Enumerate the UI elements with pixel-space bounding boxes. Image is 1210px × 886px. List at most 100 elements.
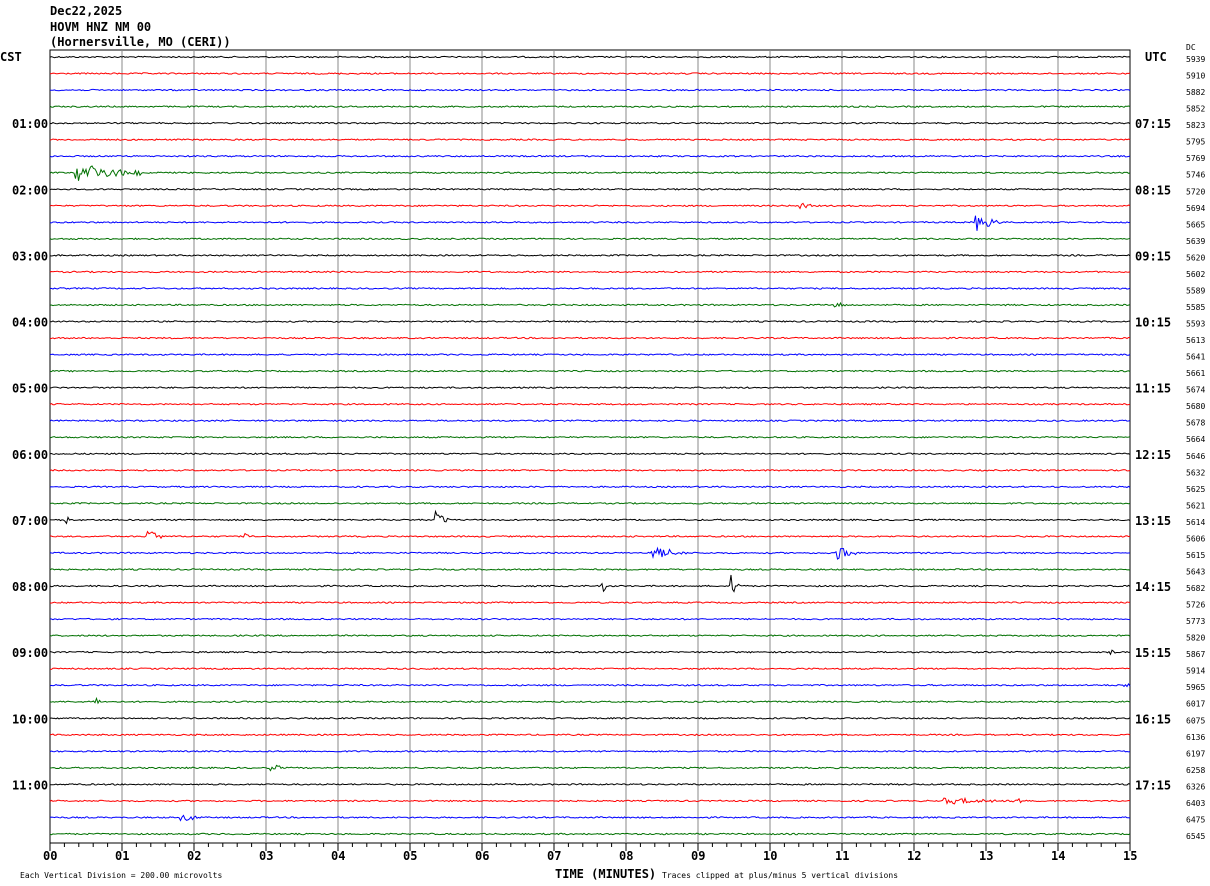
- location-label: (Hornersville, MO (CERI)): [50, 35, 231, 49]
- seismic-trace: [49, 716, 1131, 720]
- seismic-trace: [50, 88, 1131, 92]
- seismic-trace: [49, 121, 1131, 125]
- cst-time-label: 04:00: [12, 316, 48, 330]
- cst-time-label: 03:00: [12, 249, 48, 263]
- utc-time-label: 14:15: [1135, 580, 1171, 594]
- cst-time-label: 06:00: [12, 448, 48, 462]
- utc-time-label: 13:15: [1135, 514, 1171, 528]
- seismic-trace: [49, 154, 1131, 158]
- scale-note: Each Vertical Division = 200.00 microvol…: [20, 871, 222, 880]
- dc-offset-label: 5639: [1186, 237, 1205, 246]
- seismic-trace: [49, 369, 1131, 373]
- date-label: Dec22,2025: [50, 4, 122, 18]
- seismic-trace: [49, 435, 1131, 439]
- utc-time-label: 15:15: [1135, 646, 1171, 660]
- utc-time-label: 12:15: [1135, 448, 1171, 462]
- seismic-trace: [49, 336, 1131, 340]
- seismic-trace: [49, 617, 1131, 621]
- dc-offset-label: 6258: [1186, 766, 1205, 775]
- utc-time-label: 17:15: [1135, 778, 1171, 792]
- seismic-trace: [49, 452, 1131, 456]
- seismic-trace: [49, 634, 1131, 637]
- dc-offset-label: 5823: [1186, 121, 1205, 130]
- utc-time-label: 09:15: [1135, 249, 1171, 263]
- seismic-trace: [49, 419, 1131, 423]
- seismic-trace: [49, 502, 1131, 505]
- seismic-trace: [49, 733, 1131, 737]
- seismic-trace: [49, 202, 1131, 210]
- seismic-trace: [49, 667, 1131, 671]
- cst-time-label: 02:00: [12, 183, 48, 197]
- dc-offset-label: 5606: [1186, 534, 1205, 543]
- clip-note: Traces clipped at plus/minus 5 vertical …: [662, 871, 898, 880]
- x-tick-label: 09: [691, 849, 705, 863]
- dc-offset-label: 6403: [1186, 799, 1205, 808]
- dc-offset-label: 5625: [1186, 485, 1205, 494]
- dc-offset-label: 6545: [1186, 832, 1205, 841]
- dc-offset-label: 5820: [1186, 634, 1205, 643]
- cst-time-label: 01:00: [12, 117, 48, 131]
- dc-offset-label: 5615: [1186, 551, 1205, 560]
- seismic-trace: [49, 353, 1131, 356]
- seismic-trace: [49, 574, 1131, 593]
- utc-time-label: 08:15: [1135, 183, 1171, 197]
- cst-time-label: 10:00: [12, 712, 48, 726]
- left-timezone: CST: [0, 50, 22, 64]
- dc-offset-label: 5746: [1186, 171, 1205, 180]
- dc-offset-label: 6136: [1186, 733, 1205, 742]
- x-tick-label: 08: [619, 849, 633, 863]
- x-tick-label: 13: [979, 849, 993, 863]
- x-tick-label: 05: [403, 849, 417, 863]
- seismic-trace: [49, 301, 1131, 308]
- dc-offset-label: 5593: [1186, 320, 1205, 329]
- dc-offset-label: 5682: [1186, 584, 1205, 593]
- dc-offset-label: 5664: [1186, 435, 1205, 444]
- x-tick-label: 01: [115, 849, 129, 863]
- dc-offset-label: 5914: [1186, 667, 1205, 676]
- seismic-trace: [49, 237, 1131, 241]
- seismic-trace: [49, 749, 1131, 753]
- dc-offset-label: 6475: [1186, 815, 1205, 824]
- seismic-trace: [49, 254, 1131, 257]
- x-tick-label: 06: [475, 849, 489, 863]
- x-tick-label: 11: [835, 849, 849, 863]
- seismic-trace: [50, 783, 1131, 786]
- utc-time-label: 16:15: [1135, 712, 1171, 726]
- dc-offset-label: 5620: [1186, 253, 1205, 262]
- station-label: HOVM HNZ NM 00: [50, 20, 151, 34]
- dc-offset-label: 5910: [1186, 72, 1205, 81]
- x-tick-label: 03: [259, 849, 273, 863]
- dc-offset-label: 6197: [1186, 749, 1205, 758]
- cst-time-label: 07:00: [12, 514, 48, 528]
- seismic-trace: [49, 270, 1131, 274]
- utc-time-label: 11:15: [1135, 382, 1171, 396]
- cst-time-label: 08:00: [12, 580, 48, 594]
- seismic-trace: [49, 55, 1131, 59]
- dc-offset-label: 5589: [1186, 286, 1205, 295]
- utc-time-label: 07:15: [1135, 117, 1171, 131]
- dc-offset-label: 5773: [1186, 617, 1205, 626]
- x-axis-title: TIME (MINUTES): [555, 867, 656, 881]
- dc-offset-label: 5602: [1186, 270, 1205, 279]
- dc-offset-label: 5614: [1186, 518, 1205, 527]
- dc-offset-label: 5882: [1186, 88, 1205, 97]
- right-timezone: UTC: [1145, 50, 1167, 64]
- x-tick-label: 07: [547, 849, 561, 863]
- dc-offset-label: 5769: [1186, 154, 1205, 163]
- seismic-trace: [49, 649, 1131, 656]
- seismic-trace: [49, 287, 1131, 290]
- dc-offset-label: 5680: [1186, 402, 1205, 411]
- seismic-trace: [49, 546, 1131, 560]
- dc-offset-label: 5867: [1186, 650, 1205, 659]
- seismic-trace: [49, 530, 1131, 540]
- plot-frame: [49, 49, 1131, 844]
- dc-offset-label: 5661: [1186, 369, 1205, 378]
- seismic-trace: [49, 105, 1131, 108]
- dc-offset-label: 5632: [1186, 468, 1205, 477]
- seismic-trace: [49, 568, 1131, 571]
- x-tick-label: 10: [763, 849, 777, 863]
- seismic-trace: [49, 165, 1131, 181]
- seismic-trace: [49, 814, 1131, 822]
- dc-offset-label: 5852: [1186, 105, 1205, 114]
